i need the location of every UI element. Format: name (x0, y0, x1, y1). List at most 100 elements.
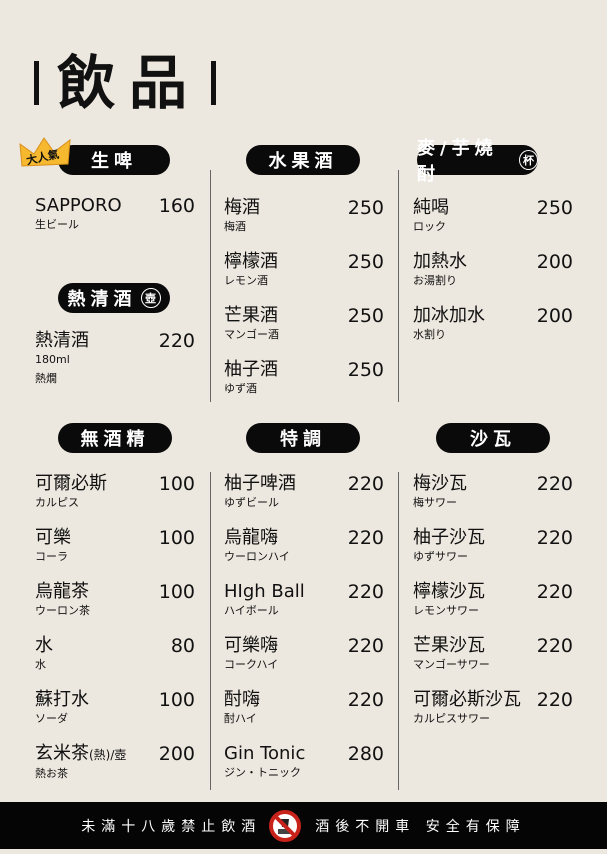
title-bar-left (34, 61, 39, 105)
item-subtitle: ゆずビール (224, 496, 279, 509)
section-label: 生啤 (91, 151, 137, 172)
item-subtitle: 180ml (35, 353, 70, 366)
item-subtitle: 水割り (413, 328, 446, 341)
item-name: 玄米茶 (35, 743, 89, 764)
item-price: 250 (347, 251, 384, 273)
item-price: 220 (347, 635, 384, 657)
item-subtitle: ジン・トニック (224, 766, 301, 779)
item-name: 檸檬沙瓦 (413, 581, 485, 602)
item-price: 220 (347, 581, 384, 603)
item-price: 220 (347, 473, 384, 495)
section-label: 麥/芋燒酎 (417, 138, 498, 185)
item-name: 柚子酒 (224, 359, 278, 380)
section-label: 水果酒 (268, 151, 338, 172)
item-price: 220 (536, 527, 573, 549)
menu-item: 梅沙瓦 220 梅サワー (413, 473, 573, 510)
item-price: 220 (158, 330, 195, 352)
item-subtitle: ウーロン茶 (35, 604, 90, 617)
item-name: 芒果沙瓦 (413, 635, 485, 656)
item-subtitle: コークハイ (224, 658, 279, 671)
section-label: 熱清酒 (67, 289, 137, 310)
menu-item: HIgh Ball 220 ハイボール (224, 581, 384, 618)
item-name: 加熱水 (413, 251, 467, 272)
menu-item: 酎嗨 220 酎ハイ (224, 689, 384, 726)
item-name: 烏龍茶 (35, 581, 89, 602)
menu-item: 可樂 100 コーラ (35, 527, 195, 564)
menu-item: 加熱水 200 お湯割り (413, 251, 573, 288)
item-subtitle: コーラ (35, 550, 68, 563)
item-price: 250 (347, 197, 384, 219)
footer-banner: 未滿十八歲禁止飲酒 酒後不開車 安全有保障 (0, 802, 607, 849)
item-name: 烏龍嗨 (224, 527, 278, 548)
item-price: 100 (158, 527, 195, 549)
item-subtitle: レモンサワー (413, 604, 479, 617)
item-price: 220 (536, 635, 573, 657)
menu-item: 水 80 水 (35, 635, 195, 672)
item-subtitle: ハイボール (224, 604, 279, 617)
item-name: 純喝 (413, 197, 449, 218)
menu-item: 純喝 250 ロック (413, 197, 573, 234)
section-header-sake: 熱清酒壺 (58, 283, 170, 313)
section-label: 無酒精 (80, 429, 150, 450)
item-price: 200 (536, 305, 573, 327)
menu-item: 芒果酒 250 マンゴー酒 (224, 305, 384, 342)
menu-item: 蘇打水 100 ソーダ (35, 689, 195, 726)
item-name: 酎嗨 (224, 689, 260, 710)
item-price: 250 (536, 197, 573, 219)
item-price: 100 (158, 581, 195, 603)
menu-item: 熱清酒 220 180ml 熱燗 (35, 330, 195, 386)
menu-item: 可樂嗨 220 コークハイ (224, 635, 384, 672)
item-name: HIgh Ball (224, 581, 305, 602)
item-name-note: (熱)/壺 (89, 748, 127, 762)
footer-left-text: 未滿十八歲禁止飲酒 (81, 818, 262, 835)
item-price: 220 (536, 473, 573, 495)
title-bar-right (211, 61, 217, 105)
crown-icon (19, 137, 71, 167)
section-header-sour: 沙瓦 (436, 423, 550, 453)
item-price: 280 (347, 743, 384, 765)
item-name: 可爾必斯沙瓦 (413, 689, 521, 710)
item-price: 80 (170, 635, 195, 657)
item-subtitle: 熱お茶 (35, 767, 68, 780)
menu-item: 可爾必斯 100 カルピス (35, 473, 195, 510)
item-subtitle: 梅サワー (413, 496, 457, 509)
item-price: 220 (536, 581, 573, 603)
item-subtitle: マンゴーサワー (413, 658, 490, 671)
item-price: 100 (158, 473, 195, 495)
item-price: 220 (347, 689, 384, 711)
menu-item: 檸檬沙瓦 220 レモンサワー (413, 581, 573, 618)
item-name: 可樂 (35, 527, 71, 548)
menu-item: 可爾必斯沙瓦 220 カルピスサワー (413, 689, 573, 726)
section-header-beer: 生啤 (58, 145, 170, 175)
column-divider (398, 472, 399, 790)
item-subtitle: 梅酒 (224, 220, 246, 233)
item-subtitle: ウーロンハイ (224, 550, 290, 563)
item-subtitle: カルピス (35, 496, 79, 509)
menu-item: 烏龍茶 100 ウーロン茶 (35, 581, 195, 618)
item-name: 可樂嗨 (224, 635, 278, 656)
item-subtitle-2: 熱燗 (35, 372, 57, 385)
section-header-special: 特調 (246, 423, 360, 453)
menu-item: Gin Tonic 280 ジン・トニック (224, 743, 384, 780)
item-name: 檸檬酒 (224, 251, 278, 272)
item-subtitle: レモン酒 (224, 274, 268, 287)
item-price: 160 (158, 195, 195, 217)
section-header-fruit: 水果酒 (246, 145, 360, 175)
item-name: Gin Tonic (224, 743, 306, 764)
column-divider (398, 170, 399, 402)
item-name: 可爾必斯 (35, 473, 107, 494)
no-drinking-icon (269, 809, 302, 842)
menu-item: 梅酒 250 梅酒 (224, 197, 384, 234)
item-price: 220 (347, 527, 384, 549)
item-price: 220 (536, 689, 573, 711)
item-subtitle: ゆず酒 (224, 382, 257, 395)
item-price: 200 (536, 251, 573, 273)
item-subtitle: マンゴー酒 (224, 328, 279, 341)
item-name: SAPPORO (35, 195, 122, 216)
item-price: 100 (158, 689, 195, 711)
popular-crown-badge: 大人氣 (18, 136, 74, 172)
item-name: 梅沙瓦 (413, 473, 467, 494)
item-name: 梅酒 (224, 197, 260, 218)
menu-item: 玄米茶(熱)/壺 200 熱お茶 (35, 743, 195, 781)
item-subtitle: お湯割り (413, 274, 457, 287)
